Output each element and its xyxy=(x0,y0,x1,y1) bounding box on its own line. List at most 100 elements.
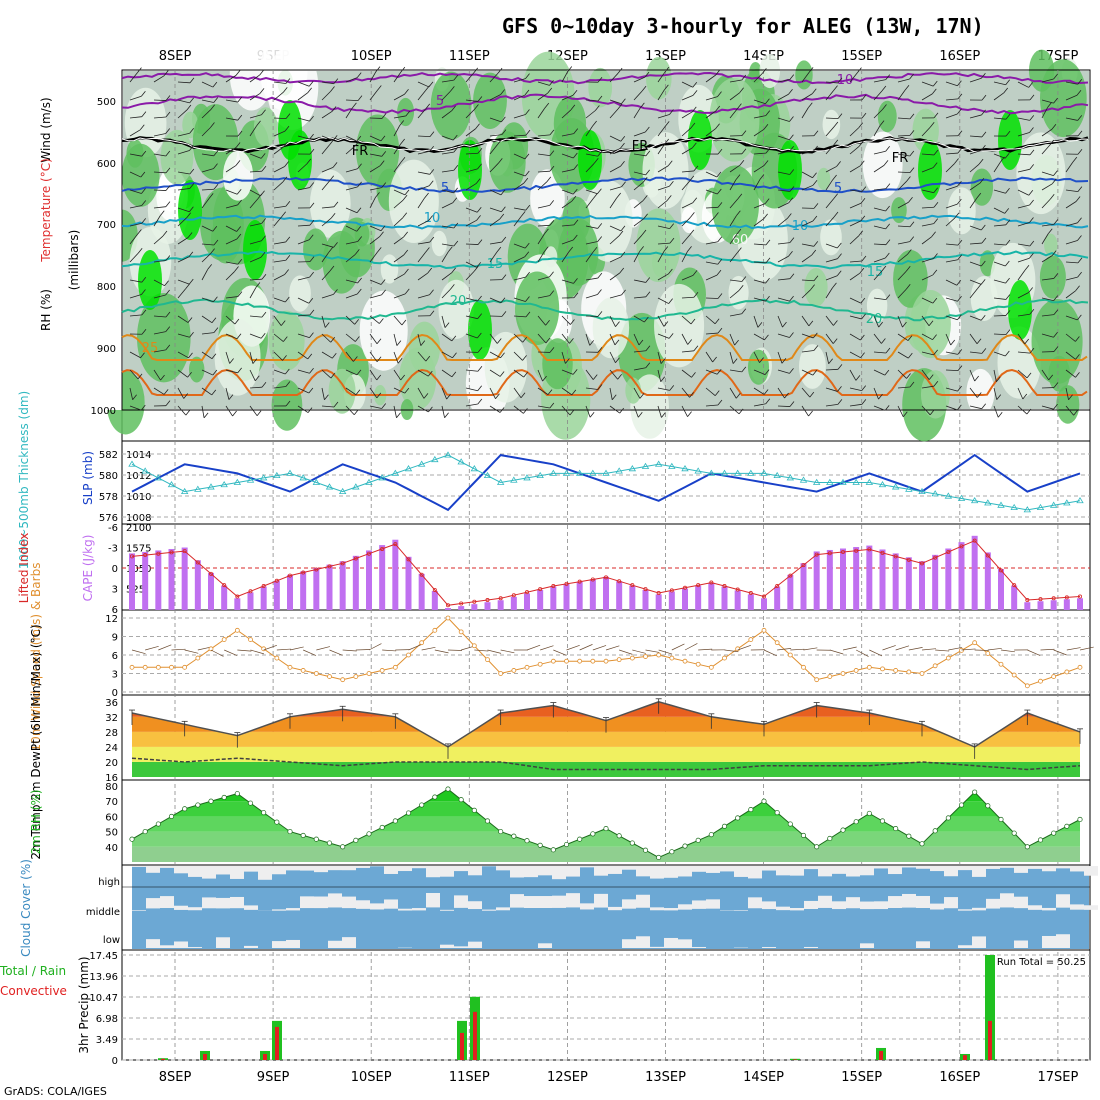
wind-barb-flag xyxy=(141,111,147,117)
wind-barb xyxy=(801,150,814,155)
wind-barb xyxy=(513,114,526,119)
cloud-clear-high xyxy=(608,866,622,874)
cloud-clear-middle xyxy=(510,894,524,908)
wind-barb-flag xyxy=(331,106,337,112)
wind-barb xyxy=(393,217,404,227)
wind-barb-flag xyxy=(693,165,699,172)
wind-barb xyxy=(753,203,766,209)
cape-tick-label: 525 xyxy=(126,585,145,596)
wind-barb-flag xyxy=(189,168,195,175)
wind-barb xyxy=(633,251,640,263)
wind-barb xyxy=(825,258,838,263)
cape-bar xyxy=(589,579,596,610)
wind-barb xyxy=(1041,297,1054,302)
wind-barb xyxy=(561,224,574,227)
cape-bar xyxy=(392,539,399,610)
rh-marker xyxy=(866,810,872,816)
wind-barb xyxy=(753,99,766,105)
wind-barb-flag xyxy=(428,215,433,221)
wind-barb-flag xyxy=(381,289,386,296)
lifted-index-marker xyxy=(169,550,174,555)
wind-barb xyxy=(873,351,886,354)
wind-barb-flag xyxy=(1004,153,1010,159)
wind-barb-flag xyxy=(833,139,839,146)
wind-barb-flag xyxy=(957,108,962,115)
wind-barb-flag xyxy=(717,188,722,195)
wind-barb-flag xyxy=(637,411,643,418)
wind-barb xyxy=(249,405,258,416)
wind-barb-flag xyxy=(933,253,938,259)
wind-barb xyxy=(297,369,310,374)
wind-barb-flag xyxy=(765,257,771,264)
rh-marker xyxy=(853,819,859,825)
wind-barb-flag xyxy=(425,103,431,110)
wind-barb xyxy=(897,153,910,157)
wind-barb xyxy=(729,79,742,83)
wind-barb xyxy=(561,369,574,375)
cloud-clear-high xyxy=(1000,866,1014,868)
wind-barb-flag xyxy=(832,174,837,181)
wind-barb-flag xyxy=(309,182,315,188)
wind-barb xyxy=(273,333,284,342)
cape-bar xyxy=(984,552,991,610)
wind-barb-flag xyxy=(693,345,699,352)
wind-barb-flag xyxy=(690,122,696,129)
wind-barb-flag xyxy=(545,320,550,326)
wind-barb xyxy=(489,72,499,83)
wind-barb xyxy=(225,189,238,195)
wind-barb-flag xyxy=(976,338,982,344)
wind-barb xyxy=(273,259,286,263)
wind-barb xyxy=(561,251,570,263)
lifted-index-marker xyxy=(696,583,701,588)
wind-barb xyxy=(321,405,334,408)
wind-barb-flag xyxy=(954,212,960,219)
wind-barb xyxy=(1017,153,1030,156)
wind-barb xyxy=(1041,107,1048,119)
cloud-clear-low xyxy=(804,946,818,948)
wind-barb-flag xyxy=(1005,294,1011,300)
surface-wind-barb xyxy=(474,649,489,652)
thickness-marker xyxy=(786,474,795,481)
rh-marker xyxy=(603,826,609,832)
wind-barb-flag xyxy=(885,145,890,152)
wind-barb xyxy=(249,351,254,364)
lifted-index-marker xyxy=(1064,595,1069,600)
wind-barb-flag xyxy=(165,326,171,332)
wind-barb xyxy=(441,272,452,281)
wind-barb xyxy=(417,171,430,175)
wind-barb xyxy=(777,297,790,302)
rh-marker xyxy=(234,791,240,797)
wind-barb-flag xyxy=(980,224,986,231)
rh-marker xyxy=(155,821,161,827)
wind-barb xyxy=(777,369,790,374)
wind-barb-flag xyxy=(1053,403,1058,410)
wind-barb xyxy=(609,135,621,142)
wind-barb-flag xyxy=(663,321,669,327)
wind-barb-flag xyxy=(1053,346,1059,352)
wind-barb xyxy=(969,279,982,285)
cloud-clear-high xyxy=(160,866,174,868)
wind-barb-flag xyxy=(739,87,744,94)
wind-barb-flag xyxy=(451,335,457,342)
wind-barb xyxy=(801,220,814,227)
wind-barb-flag xyxy=(1026,408,1032,415)
wind-barb-flag xyxy=(309,219,315,226)
thickness-marker xyxy=(865,478,874,485)
wind-barb xyxy=(201,253,211,263)
surface-wind-barb xyxy=(698,648,713,651)
wind-barb-flag xyxy=(425,85,430,91)
cloud-clear-high xyxy=(258,866,272,880)
wind-barb xyxy=(393,143,401,155)
surface-wind-barb xyxy=(342,649,357,652)
cloud-clear-high xyxy=(762,866,776,871)
wind-barb xyxy=(537,295,550,299)
wind-speed-marker xyxy=(669,655,675,661)
wind-barb-flag xyxy=(741,74,747,81)
wind-barb-flag xyxy=(789,74,795,80)
wind-barb-flag xyxy=(861,112,867,119)
wind-barb xyxy=(225,147,237,155)
wind-barb xyxy=(225,75,237,83)
wind-barb-flag xyxy=(879,120,885,126)
wind-barb xyxy=(945,163,955,173)
wind-barb-flag xyxy=(808,67,814,73)
